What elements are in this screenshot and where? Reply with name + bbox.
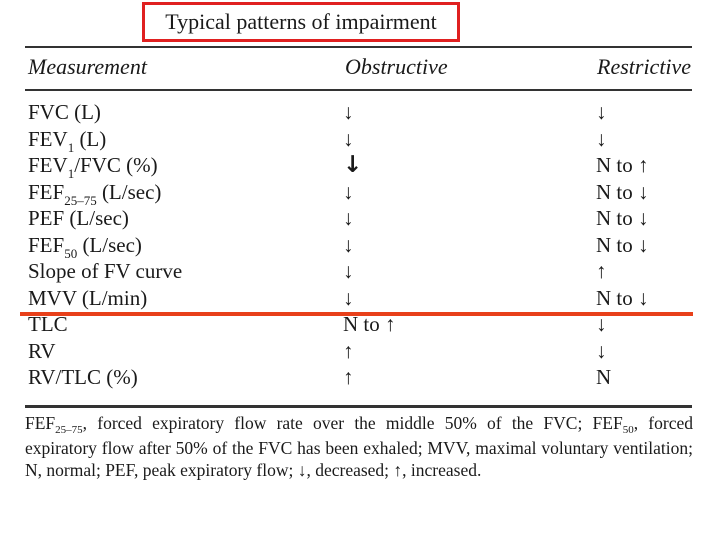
measurement-name: FEF (28, 232, 65, 257)
obstructive-cell: ↑ (343, 365, 354, 389)
measurement-name: MVV (L/min) (28, 285, 148, 310)
footnote: FEF25–75, forced expiratory flow rate ov… (25, 412, 693, 481)
table-row: FVC (L) ↓ ↓ (0, 99, 720, 126)
measurement-name: FVC (L) (28, 100, 101, 124)
measurement-cell: MVV (L/min) (28, 285, 147, 314)
restrictive-cell: N to ↓ (596, 206, 649, 230)
measurement-name: TLC (28, 312, 68, 336)
measurement-unit: /FVC (%) (74, 153, 158, 177)
obstructive-cell: ↓ (343, 126, 354, 151)
obstructive-cell: ↑ (343, 338, 354, 363)
page-title: Typical patterns of impairment (165, 9, 437, 34)
table-row: MVV (L/min) ↓ N to ↓ (0, 285, 720, 312)
measurement-name: FEV (28, 126, 68, 151)
obstructive-cell: ↓ (343, 206, 354, 230)
footnote-sub-1: 25–75 (55, 424, 83, 436)
measurement-cell: FEV1/FVC (%) (28, 152, 158, 181)
footnote-text-3: , forced expiratory flow after 50% of th… (25, 413, 693, 480)
header-obstructive: Obstructive (345, 54, 448, 79)
measurement-name: RV (28, 338, 56, 363)
obstructive-cell: N to ↑ (343, 312, 396, 336)
restrictive-cell: N to ↓ (596, 285, 649, 310)
restrictive-cell: ↓ (596, 312, 607, 336)
table-row: FEV1/FVC (%) ↓ N to ↑ (0, 152, 720, 181)
measurement-cell: RV (28, 338, 56, 367)
header-measurement: Measurement (28, 54, 147, 79)
measurement-subscript: 50 (64, 245, 78, 261)
measurement-subscript: 1 (67, 139, 75, 155)
table-row: FEF50 (L/sec) ↓ N to ↓ (0, 232, 720, 261)
measurement-cell: FEV1 (L) (28, 126, 106, 155)
measurement-cell: FEF50 (L/sec) (28, 232, 142, 261)
restrictive-cell: N to ↓ (596, 232, 649, 257)
measurement-name: FEF (28, 179, 65, 204)
table-row: FEF25–75 (L/sec) ↓ N to ↓ (0, 179, 720, 208)
measurement-unit: (L/sec) (77, 232, 142, 257)
restrictive-cell: N to ↓ (596, 179, 649, 204)
red-divider-line (20, 312, 693, 316)
obstructive-cell: ↓ (343, 259, 354, 283)
measurement-cell: FEF25–75 (L/sec) (28, 179, 161, 208)
footnote-sub-2: 50 (622, 424, 634, 436)
restrictive-cell: N to ↑ (596, 153, 649, 177)
obstructive-cell: ↓ (343, 179, 354, 204)
obstructive-cell-bold-arrow: ↓ (343, 152, 363, 178)
restrictive-cell: ↓ (596, 126, 607, 151)
measurement-subscript: 1 (67, 166, 75, 181)
footnote-text-1: FEF (25, 413, 56, 433)
measurement-unit: (L/sec) (96, 179, 162, 204)
restrictive-cell: ↓ (596, 338, 607, 363)
measurement-cell: RV/TLC (%) (28, 364, 138, 393)
footnote-text-2: , forced expiratory flow rate over the m… (82, 413, 623, 433)
top-rule (25, 46, 692, 48)
measurement-cell: FVC (L) (28, 99, 101, 128)
measurement-cell: Slope of FV curve (28, 258, 182, 287)
restrictive-cell: N (596, 365, 612, 389)
measurement-cell: PEF (L/sec) (28, 205, 129, 234)
table-row: Slope of FV curve ↓ ↑ (0, 258, 720, 285)
measurement-name: PEF (L/sec) (28, 206, 129, 230)
measurement-subscript: 25–75 (64, 192, 97, 208)
obstructive-cell: ↓ (343, 100, 354, 124)
table-row: TLC N to ↑ ↓ (0, 311, 720, 338)
obstructive-cell: ↓ (343, 232, 354, 257)
obstructive-cell: ↓ (343, 285, 354, 310)
measurement-name: RV/TLC (%) (28, 365, 138, 389)
header-rule (25, 89, 692, 91)
header-restrictive: Restrictive (597, 54, 692, 79)
measurement-name: Slope of FV curve (28, 259, 183, 283)
table-row: RV/TLC (%) ↑ N (0, 364, 720, 391)
bottom-rule (25, 405, 692, 408)
measurement-unit: (L) (74, 126, 107, 151)
restrictive-cell: ↑ (596, 259, 607, 283)
table-row: FEV1 (L) ↓ ↓ (0, 126, 720, 155)
table-row: PEF (L/sec) ↓ N to ↓ (0, 205, 720, 232)
title-highlight-box: Typical patterns of impairment (142, 2, 460, 42)
restrictive-cell: ↓ (596, 100, 607, 124)
measurement-name: FEV (28, 153, 68, 177)
measurement-cell: TLC (28, 311, 68, 340)
table-row: RV ↑ ↓ (0, 338, 720, 365)
